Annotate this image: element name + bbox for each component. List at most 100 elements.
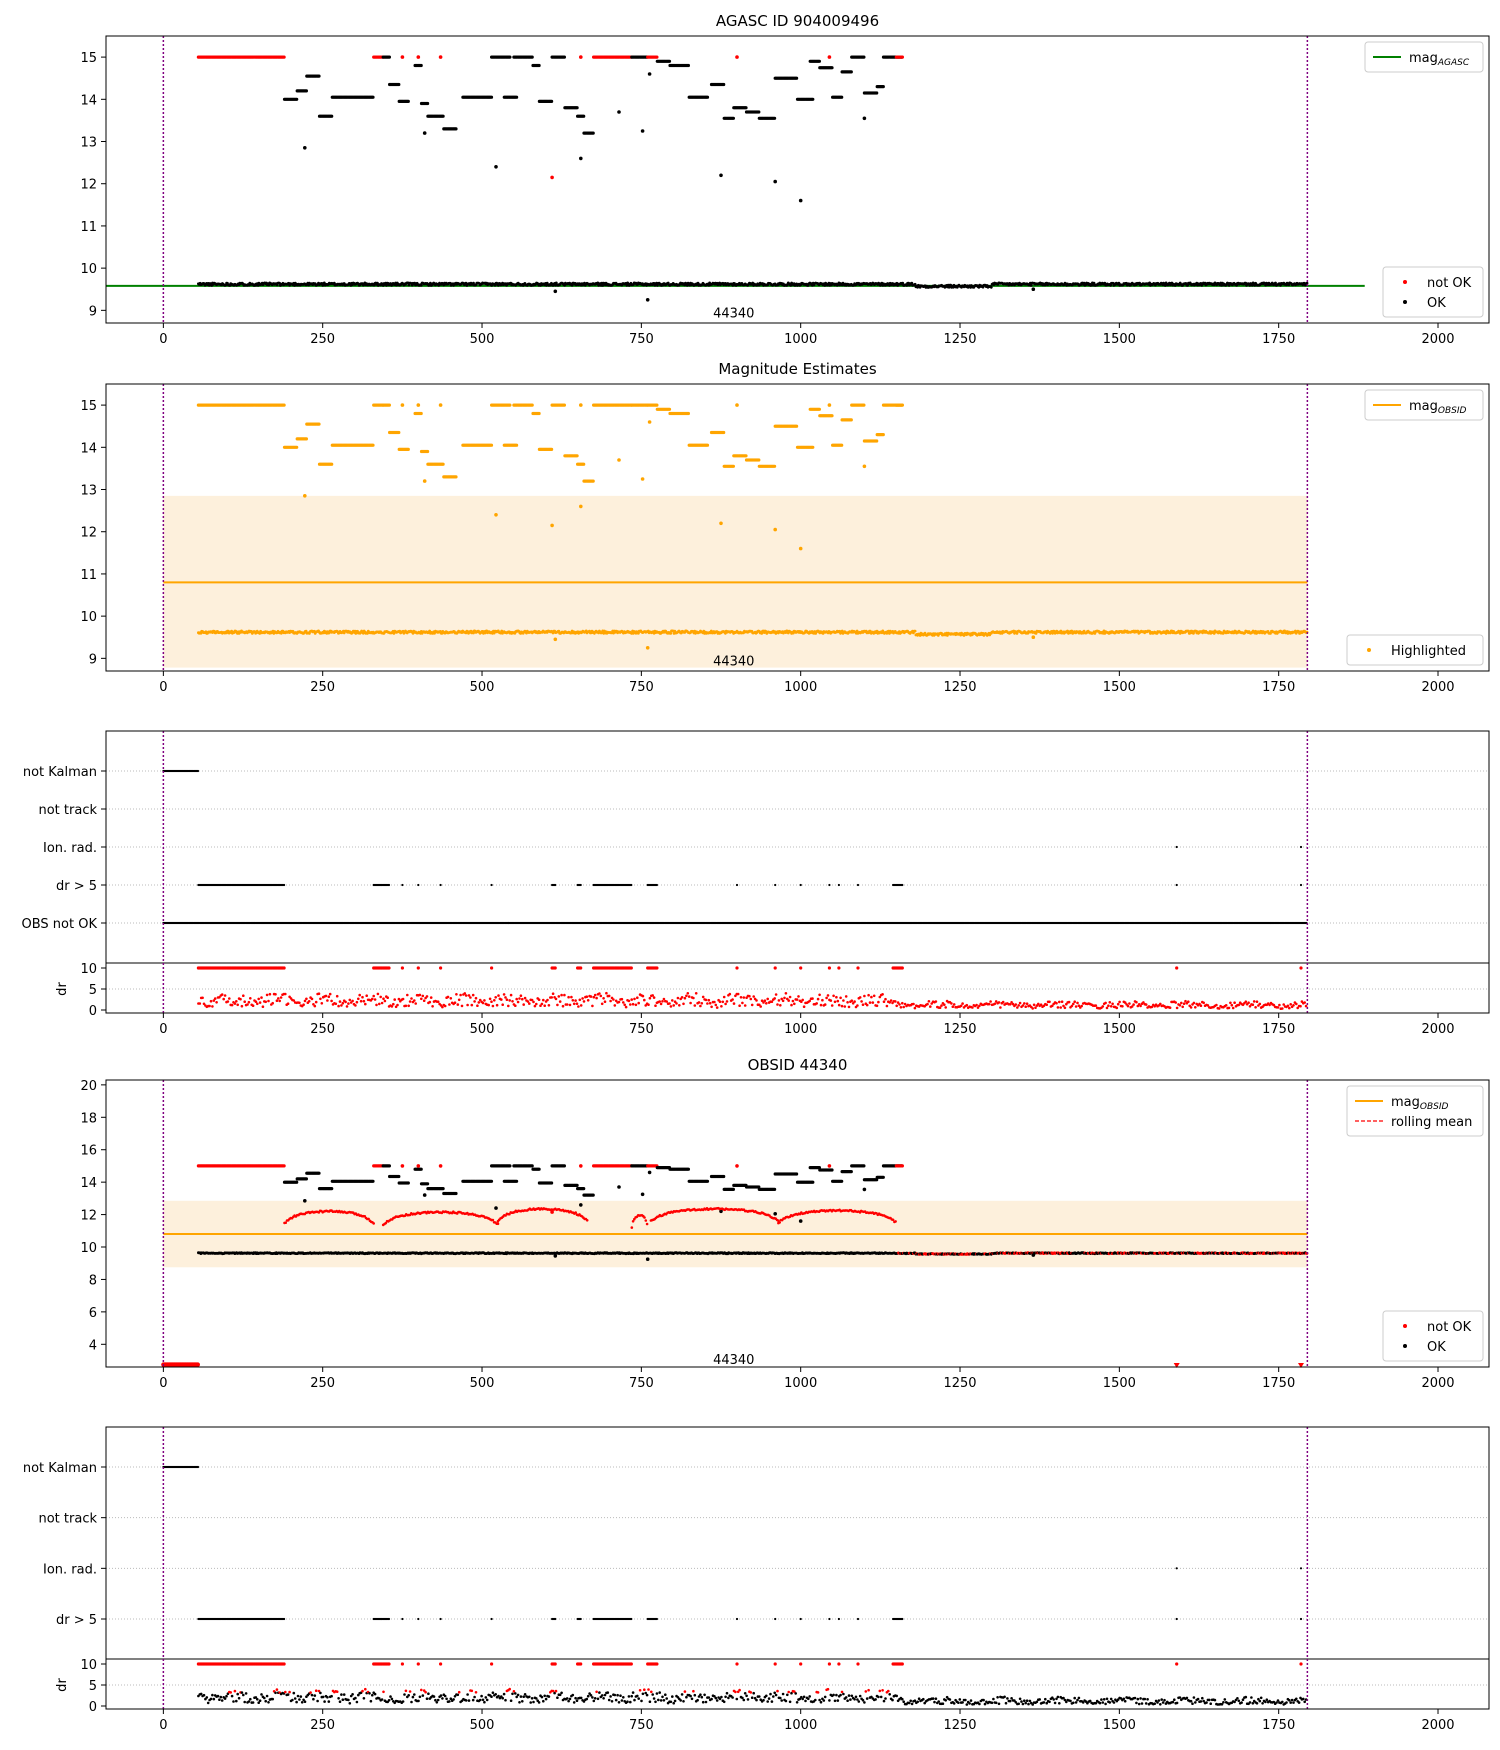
segment-point — [900, 55, 905, 59]
segment-point — [705, 95, 710, 99]
segment-point — [508, 55, 512, 59]
segment-point — [840, 443, 844, 447]
isolated-point — [645, 298, 650, 302]
flag-point — [828, 883, 831, 887]
x-tick-label: 1250 — [943, 332, 976, 347]
segment-point — [419, 411, 423, 416]
baseline-point — [1092, 281, 1096, 285]
segment-point — [317, 74, 321, 78]
legend-bottom: Highlighted — [1346, 634, 1484, 666]
baseline-point — [1029, 284, 1033, 287]
isolated-point — [494, 513, 498, 517]
segment-point — [744, 106, 748, 110]
isolated-point — [773, 527, 777, 532]
flag-point — [837, 883, 841, 887]
segment-point — [811, 97, 815, 101]
flag-point — [1299, 883, 1303, 887]
segment-point — [862, 55, 866, 59]
isolated-point — [617, 110, 621, 114]
legend-top: magOBSID — [1364, 389, 1484, 421]
isolated-point — [579, 504, 583, 509]
legend-label: not OK — [1427, 276, 1472, 291]
x-tick-label: 1500 — [1103, 332, 1136, 347]
segment-point — [655, 403, 659, 407]
y-tick-label: 11 — [80, 220, 97, 235]
segment-point — [295, 445, 299, 449]
isolated-point — [719, 521, 723, 526]
segment-point — [575, 106, 579, 110]
y-tick-label: 9 — [89, 652, 97, 667]
isolated-point — [827, 55, 832, 59]
segment-point — [655, 55, 659, 59]
isolated-point — [438, 403, 443, 407]
flag-label: Ion. rad. — [43, 841, 97, 856]
y-tick-label: 15 — [80, 399, 97, 414]
segment-point — [830, 414, 834, 418]
y-tick-label: 11 — [80, 568, 97, 583]
baseline-point — [596, 281, 600, 285]
segment-point — [515, 95, 519, 99]
y-tick-label: 13 — [80, 136, 97, 151]
segment-point — [397, 82, 401, 87]
flag-point — [439, 883, 442, 887]
x-tick-label: 1750 — [1262, 332, 1295, 347]
segment-point — [862, 403, 866, 407]
y-tick-label: 10 — [80, 262, 97, 277]
segment-point — [840, 95, 844, 99]
flag-label: dr > 5 — [56, 879, 97, 894]
segment-point — [406, 447, 410, 451]
isolated-point — [303, 146, 307, 150]
segment-point — [537, 63, 541, 68]
isolated-point — [827, 403, 832, 407]
segment-point — [317, 422, 321, 426]
flag-label: not track — [38, 803, 97, 818]
segment-point — [875, 91, 879, 95]
segment-point — [722, 82, 726, 87]
segment-point — [454, 475, 458, 479]
segment-point — [575, 454, 579, 458]
baseline-point — [905, 284, 909, 287]
flag-point — [774, 883, 777, 887]
baseline-point — [570, 283, 574, 287]
baseline-point — [913, 629, 917, 633]
y-tick-label: 15 — [80, 51, 97, 66]
legend-top: magAGASC — [1364, 41, 1484, 73]
segment-point — [773, 116, 777, 120]
flag-point — [283, 883, 286, 887]
flag-point — [655, 883, 659, 887]
flag-point — [417, 883, 420, 887]
flag-point — [799, 883, 802, 887]
flag-label: not Kalman — [23, 765, 97, 780]
isolated-point — [862, 116, 867, 121]
flag-point — [1175, 883, 1178, 887]
segment-point — [397, 430, 401, 435]
segment-point — [304, 437, 308, 441]
segment-point — [582, 114, 586, 118]
legend-dot-swatch — [1367, 648, 1371, 652]
segment-point — [881, 433, 885, 437]
flag-point — [1175, 845, 1178, 849]
y-tick-label: 13 — [80, 484, 97, 499]
segment-point — [582, 462, 586, 466]
segment-point — [722, 430, 726, 435]
segment-point — [795, 424, 799, 428]
flag-point — [401, 883, 404, 887]
baseline-point — [1305, 281, 1309, 285]
segment-point — [282, 403, 286, 407]
segment-point — [419, 63, 423, 68]
x-tick-label: 250 — [310, 680, 335, 695]
isolated-point — [640, 129, 645, 133]
segment-point — [731, 464, 736, 468]
isolated-point — [773, 179, 777, 184]
segment-point — [881, 85, 885, 89]
segment-point — [371, 95, 375, 99]
segment-point — [849, 70, 853, 74]
segment-point — [330, 114, 334, 118]
segment-point — [426, 101, 430, 106]
segment-point — [591, 479, 595, 483]
isolated-point — [550, 175, 554, 180]
x-tick-label: 1000 — [784, 680, 817, 695]
isolated-point — [647, 72, 652, 76]
